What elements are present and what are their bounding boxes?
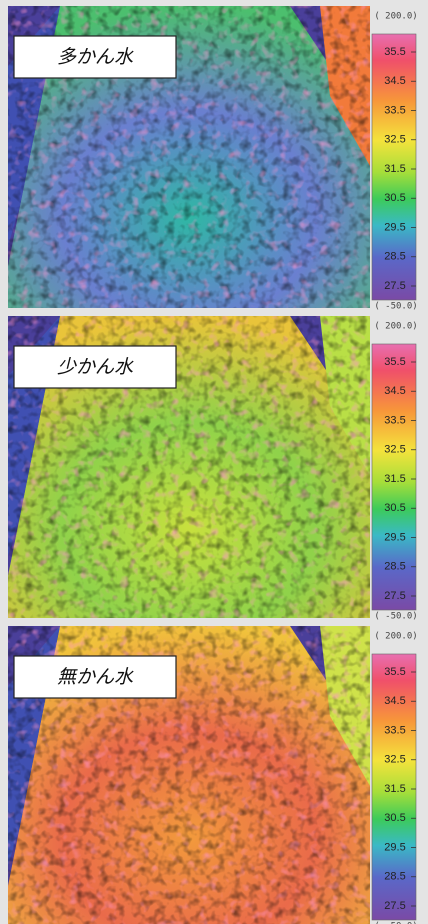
- scale-tick-label: 29.5: [384, 531, 405, 543]
- thermal-panel: 無かん水 ( 200.0) ( -50.0) 35.5 34.5 33.5 32.5 31.5…: [8, 626, 418, 924]
- scale-tick-label: 32.5: [384, 134, 405, 146]
- scale-tick-label: 34.5: [384, 695, 405, 707]
- scale-tick-label: 30.5: [384, 812, 405, 824]
- scale-max: ( 200.0): [374, 322, 417, 332]
- thermal-panel: 少かん水 ( 200.0) ( -50.0) 35.5 34.5 33.5 32.5 31.5…: [8, 316, 418, 622]
- scale-tick-label: 34.5: [384, 75, 405, 87]
- scale-tick-label: 29.5: [384, 221, 405, 233]
- scale-tick-label: 33.5: [384, 724, 405, 736]
- scale-tick-label: 31.5: [384, 473, 405, 485]
- panel-label: 少かん水: [57, 356, 134, 378]
- color-scale: [371, 343, 417, 611]
- scale-tick-label: 31.5: [384, 163, 405, 175]
- scale-max: ( 200.0): [374, 12, 417, 22]
- scale-tick-label: 30.5: [384, 192, 405, 204]
- scale-tick-label: 35.5: [384, 666, 405, 678]
- scale-min: ( -50.0): [374, 922, 417, 924]
- scale-tick-label: 34.5: [384, 385, 405, 397]
- scale-min: ( -50.0): [374, 302, 417, 312]
- color-scale: [371, 33, 417, 301]
- label-box: [13, 35, 177, 79]
- scale-tick-label: 28.5: [384, 561, 405, 573]
- scale-tick-label: 30.5: [384, 502, 405, 514]
- scale-tick-label: 29.5: [384, 841, 405, 853]
- scale-min: ( -50.0): [374, 612, 417, 622]
- scale-tick-label: 32.5: [384, 444, 405, 456]
- scale-tick-label: 32.5: [384, 754, 405, 766]
- label-box: [13, 345, 177, 389]
- scale-tick-label: 27.5: [384, 280, 405, 292]
- thermal-panel: 多かん水 ( 200.0) ( -50.0) 35.5 34.5 33.5 32.5 31.5…: [8, 6, 418, 312]
- color-scale: [371, 653, 417, 921]
- scale-tick-label: 35.5: [384, 46, 405, 58]
- scale-tick-label: 28.5: [384, 871, 405, 883]
- scale-tick-label: 28.5: [384, 251, 405, 263]
- label-box: [13, 655, 177, 699]
- panel-label: 多かん水: [57, 46, 134, 68]
- panel-label: 無かん水: [57, 666, 134, 688]
- scale-tick-label: 31.5: [384, 783, 405, 795]
- scale-tick-label: 35.5: [384, 356, 405, 368]
- scale-tick-label: 27.5: [384, 590, 405, 602]
- scale-tick-label: 33.5: [384, 414, 405, 426]
- scale-max: ( 200.0): [374, 632, 417, 642]
- scale-tick-label: 33.5: [384, 104, 405, 116]
- scale-tick-label: 27.5: [384, 900, 405, 912]
- thermal-image: [8, 316, 370, 618]
